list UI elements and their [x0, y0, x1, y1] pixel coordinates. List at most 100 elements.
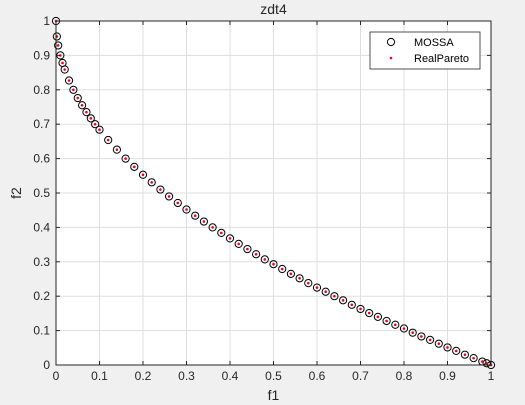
mossa-point	[60, 65, 69, 74]
mossa-point	[234, 239, 243, 249]
realpareto-point	[61, 61, 64, 65]
y-tick-label: 0.6	[33, 152, 50, 166]
realpareto-point	[367, 311, 371, 315]
realpareto-point	[333, 294, 336, 298]
realpareto-point	[202, 220, 206, 223]
mossa-point	[78, 101, 87, 110]
legend-label-realpareto: RealPareto	[414, 53, 469, 65]
x-axis-label: f1	[268, 387, 280, 403]
mossa-point	[347, 300, 356, 309]
mossa-point	[339, 296, 348, 305]
legend-marker-mossa	[386, 37, 396, 47]
mossa-point	[399, 324, 409, 333]
mossa-point	[225, 234, 235, 243]
y-tick-label: 0.5	[33, 186, 50, 200]
realpareto-point	[315, 286, 319, 289]
y-tick-label: 0.7	[33, 117, 50, 131]
realpareto-point	[394, 323, 397, 327]
mossa-point	[408, 328, 417, 337]
realpareto-point	[159, 188, 162, 191]
realpareto-point	[237, 242, 240, 246]
mossa-point	[382, 316, 391, 326]
realpareto-point	[280, 267, 284, 271]
mossa-point	[434, 339, 443, 348]
mossa-point	[460, 350, 469, 359]
realpareto-point	[56, 44, 60, 47]
series-mossa	[51, 16, 496, 370]
realpareto-point	[446, 346, 449, 349]
realpareto-point	[272, 262, 275, 266]
mossa-point	[191, 211, 200, 220]
y-axis-label: f2	[8, 187, 24, 199]
mossa-point	[278, 264, 287, 274]
mossa-point	[54, 41, 63, 50]
realpareto-point	[254, 252, 258, 256]
mossa-point	[469, 354, 478, 363]
realpareto-point	[80, 103, 84, 107]
realpareto-point	[211, 226, 214, 229]
mossa-point	[312, 283, 322, 292]
mossa-point	[121, 154, 130, 163]
y-tick-label: 0.9	[33, 48, 50, 62]
realpareto-point	[67, 79, 71, 82]
realpareto-point	[246, 247, 249, 251]
realpareto-point	[133, 165, 136, 169]
realpareto-point	[324, 290, 328, 294]
x-tick-label: 1	[488, 369, 495, 383]
realpareto-point	[220, 231, 223, 235]
mossa-point	[173, 198, 182, 208]
realpareto-point	[89, 117, 93, 120]
x-tick-label: 0.2	[135, 369, 152, 383]
realpareto-point	[185, 208, 188, 211]
realpareto-point	[98, 128, 101, 132]
realpareto-point	[350, 303, 354, 307]
mossa-point	[138, 170, 148, 179]
mossa-point	[243, 244, 252, 254]
mossa-point	[217, 228, 226, 238]
mossa-point	[417, 332, 426, 341]
mossa-point	[165, 192, 174, 201]
mossa-point	[482, 359, 491, 368]
y-tick-label: 1	[43, 14, 50, 28]
mossa-point	[208, 223, 217, 232]
chart-title: zdt4	[260, 1, 287, 17]
mossa-point	[82, 108, 91, 117]
realpareto-point	[437, 342, 441, 345]
y-tick-label: 0.8	[33, 83, 50, 97]
realpareto-point	[124, 157, 127, 160]
mossa-point	[112, 145, 122, 154]
realpareto-point	[141, 173, 145, 177]
realpareto-point	[115, 148, 119, 151]
realpareto-point	[420, 335, 423, 338]
mossa-point	[130, 162, 139, 171]
y-tick-label: 0.1	[33, 324, 50, 338]
realpareto-point	[485, 361, 488, 365]
x-tick-label: 0.8	[396, 369, 413, 383]
mossa-point	[426, 335, 435, 344]
mossa-point	[321, 287, 330, 296]
legend[interactable]: MOSSA RealPareto	[369, 31, 481, 70]
realpareto-point	[307, 281, 310, 285]
x-tick-label: 0.7	[352, 369, 369, 383]
mossa-point	[391, 320, 400, 329]
x-tick-label: 0.6	[309, 369, 326, 383]
realpareto-point	[76, 96, 80, 100]
mossa-point	[199, 217, 208, 226]
x-tick-label: 0.9	[439, 369, 456, 383]
realpareto-point	[193, 214, 197, 218]
realpareto-point	[176, 201, 180, 205]
mossa-point	[73, 93, 82, 103]
realpareto-point	[402, 327, 406, 330]
mossa-point	[156, 185, 165, 194]
realpareto-point	[454, 349, 458, 353]
legend-label-mossa: MOSSA	[414, 37, 454, 49]
realpareto-point	[472, 356, 475, 360]
mossa-point	[295, 274, 304, 283]
x-tick-label: 0.3	[178, 369, 195, 383]
y-tick-label: 0.3	[33, 255, 50, 269]
mossa-point	[252, 250, 261, 259]
mossa-point	[147, 178, 156, 187]
x-tick-label: 0.5	[265, 369, 282, 383]
realpareto-point	[481, 360, 484, 363]
mossa-point	[86, 114, 95, 123]
